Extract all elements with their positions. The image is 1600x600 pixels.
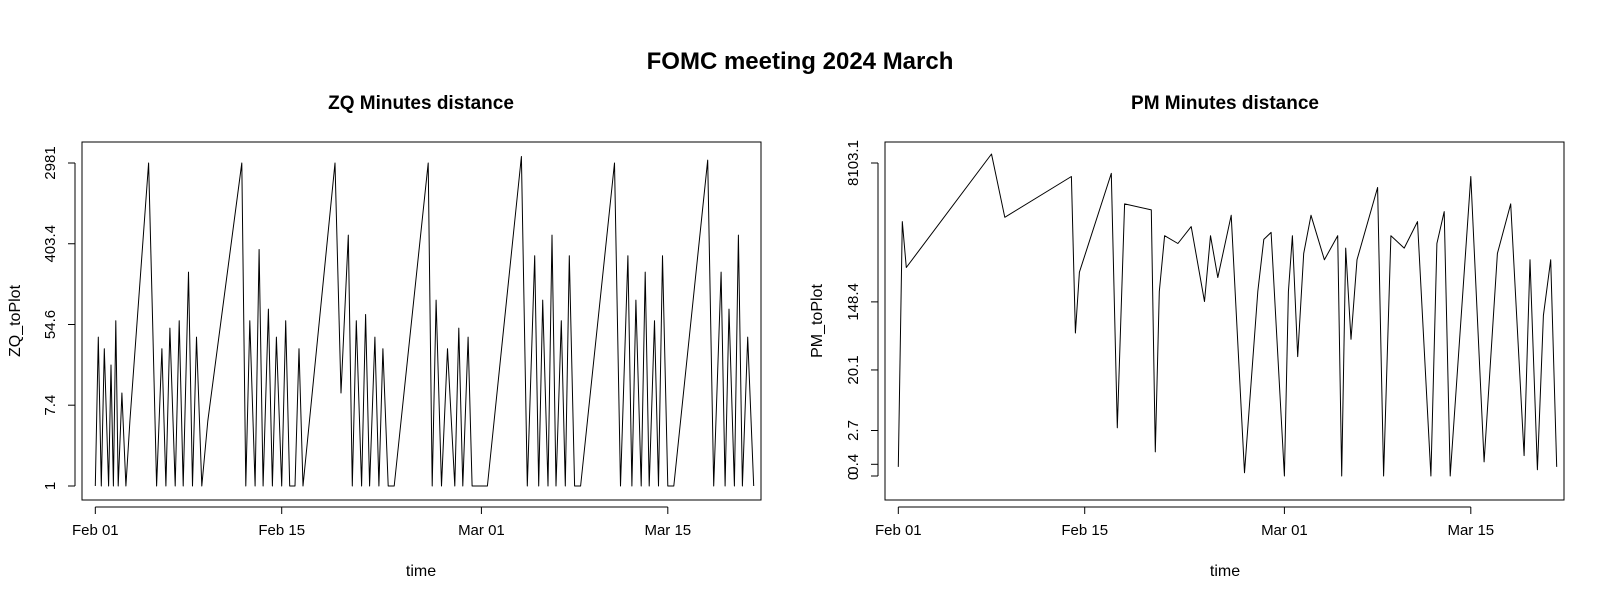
series: [897, 153, 1558, 477]
x-tick-label: Feb 01: [875, 522, 922, 539]
x-ticks: Feb 01 Feb 15 Mar 01 Mar 15: [72, 506, 691, 539]
x-tick-label: Mar 15: [1447, 522, 1494, 539]
series-line: [897, 153, 1558, 477]
y-tick-label: 403.4: [42, 225, 59, 263]
x-tick-label: Mar 15: [644, 522, 691, 539]
plot-frame: [884, 141, 1565, 501]
x-tick-label: Feb 15: [258, 522, 305, 539]
panel-pm: PM Minutes distance time PM_toPlot Feb 0…: [809, 93, 1565, 580]
y-tick-label: 8103.1: [845, 140, 862, 186]
y-tick-label: 2981: [42, 146, 59, 179]
series-line: [94, 156, 755, 487]
x-tick-label: Mar 01: [458, 522, 505, 539]
panel-zq: ZQ Minutes distance time ZQ_toPlot Feb 0…: [7, 93, 762, 580]
y-tick-label: 2.7: [845, 420, 862, 441]
y-tick-label: 54.6: [42, 310, 59, 339]
panel-title: ZQ Minutes distance: [328, 93, 514, 114]
y-tick-label: 148.4: [845, 283, 862, 321]
x-axis-label: time: [1210, 563, 1240, 580]
x-tick-label: Feb 15: [1061, 522, 1108, 539]
y-axis-label: PM_toPlot: [809, 284, 826, 358]
y-ticks: 1 7.4 54.6 403.4 2981: [42, 146, 76, 490]
x-axis-label: time: [406, 563, 436, 580]
x-tick-label: Feb 01: [72, 522, 119, 539]
series: [94, 156, 755, 487]
y-tick-label: 0.4: [845, 454, 862, 475]
y-tick-label: 1: [42, 482, 59, 490]
y-tick-label: 7.4: [42, 395, 59, 416]
y-ticks: 00.4 2.7 20.1 148.4 8103.1: [845, 140, 879, 480]
main-title: FOMC meeting 2024 March: [647, 48, 954, 75]
y-tick-label: 20.1: [845, 355, 862, 384]
x-tick-label: Mar 01: [1261, 522, 1308, 539]
plot-frame: [81, 141, 762, 501]
y-axis-label: ZQ_toPlot: [7, 284, 24, 357]
y-tick-label: 0: [845, 472, 862, 480]
x-ticks: Feb 01 Feb 15 Mar 01 Mar 15: [875, 506, 1494, 539]
panel-title: PM Minutes distance: [1131, 93, 1319, 114]
